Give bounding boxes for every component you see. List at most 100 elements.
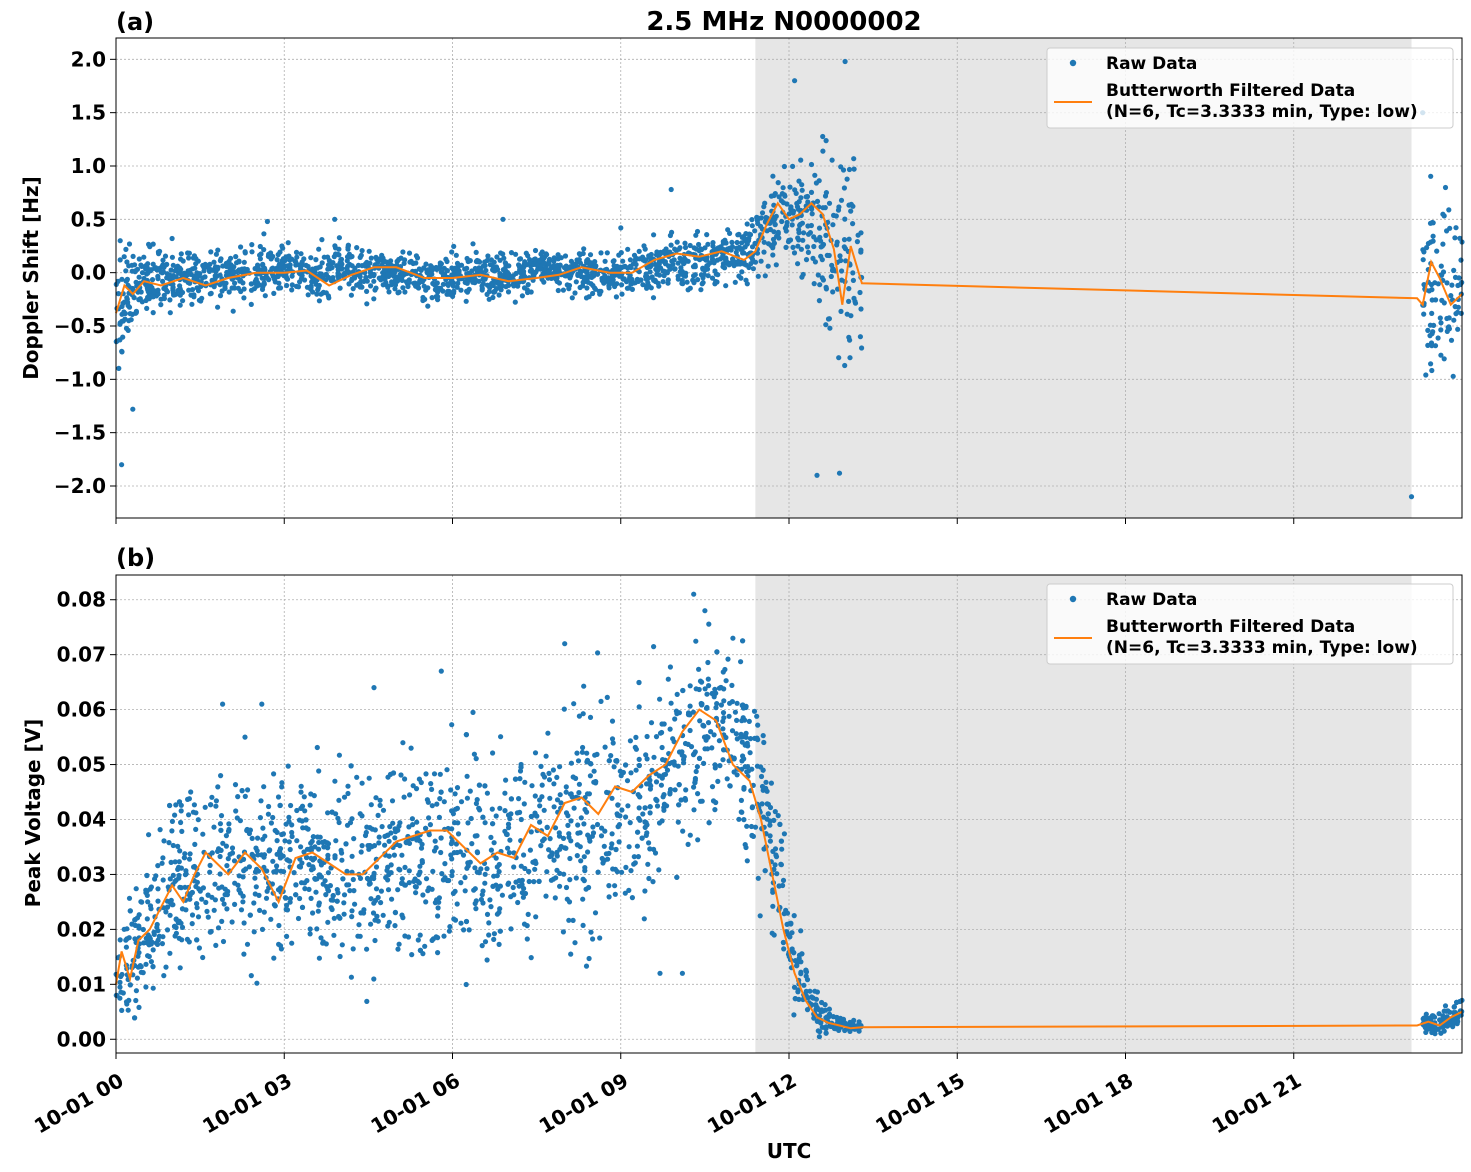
raw-data-point xyxy=(316,282,322,289)
raw-data-point xyxy=(619,291,625,297)
raw-data-point xyxy=(615,802,621,808)
raw-data-point xyxy=(528,829,534,835)
raw-data-point xyxy=(609,795,615,801)
raw-data-point xyxy=(470,241,476,247)
raw-data-point xyxy=(844,311,850,317)
raw-data-point xyxy=(159,941,165,947)
raw-data-point xyxy=(780,185,786,191)
raw-data-point xyxy=(465,860,471,866)
raw-data-point xyxy=(590,830,597,836)
raw-data-point xyxy=(204,908,210,915)
raw-data-point xyxy=(551,804,557,810)
raw-data-point xyxy=(115,291,122,297)
raw-data-point xyxy=(200,831,206,837)
raw-data-point xyxy=(585,832,591,838)
raw-data-point xyxy=(820,133,826,140)
raw-data-point xyxy=(482,871,488,877)
raw-data-point xyxy=(136,256,142,262)
raw-data-point xyxy=(678,271,684,277)
raw-data-point xyxy=(676,802,682,808)
raw-data-point xyxy=(211,259,217,265)
raw-data-point xyxy=(656,867,662,873)
raw-data-point xyxy=(257,256,263,262)
raw-data-point xyxy=(397,274,403,280)
raw-data-point xyxy=(309,838,315,844)
raw-data-point xyxy=(571,701,577,707)
raw-data-point xyxy=(282,838,288,844)
raw-data-point xyxy=(357,875,364,882)
raw-data-point xyxy=(771,932,777,938)
raw-data-point xyxy=(626,844,632,850)
raw-data-point xyxy=(314,926,320,932)
raw-data-point xyxy=(525,253,531,259)
raw-data-point xyxy=(635,854,642,860)
legend-raw-label: Raw Data xyxy=(1106,54,1197,74)
x-axis-ticks: 10-01 00 10-01 03 10-01 06 10-01 09 10-01 12… xyxy=(30,1053,1305,1138)
raw-data-point xyxy=(778,198,785,204)
raw-data-point xyxy=(127,311,133,317)
raw-data-point xyxy=(462,888,468,894)
raw-data-point xyxy=(712,807,718,813)
raw-data-point xyxy=(156,933,162,940)
grid-lines xyxy=(115,575,1462,1053)
raw-data-point xyxy=(734,245,740,251)
raw-data-point xyxy=(744,740,750,746)
raw-data-point xyxy=(609,831,615,837)
raw-data-point xyxy=(241,951,247,957)
raw-data-point xyxy=(207,869,213,875)
raw-data-point xyxy=(628,868,634,874)
raw-data-point xyxy=(200,262,206,269)
raw-data-point xyxy=(608,753,614,759)
raw-data-point xyxy=(244,941,251,947)
raw-data-point xyxy=(1440,1013,1446,1019)
raw-data-point xyxy=(661,801,668,807)
raw-data-point xyxy=(704,691,710,697)
raw-data-point xyxy=(611,263,617,269)
raw-data-point xyxy=(123,999,130,1005)
raw-data-point xyxy=(337,285,343,291)
raw-data-point xyxy=(345,783,351,789)
raw-data-point xyxy=(298,789,304,795)
raw-data-point xyxy=(521,261,527,267)
raw-data-point xyxy=(653,779,660,785)
raw-data-point xyxy=(260,825,266,831)
raw-data-point xyxy=(626,887,632,894)
raw-data-point xyxy=(787,934,793,940)
raw-data-point xyxy=(467,788,473,794)
raw-data-point xyxy=(840,1016,847,1023)
raw-data-point xyxy=(754,713,760,719)
raw-data-point xyxy=(606,285,612,291)
raw-data-point xyxy=(851,166,857,172)
raw-data-point xyxy=(276,922,282,929)
raw-data-point xyxy=(430,280,436,287)
raw-data-point xyxy=(717,763,723,769)
raw-data-point xyxy=(836,1027,842,1033)
raw-data-point xyxy=(729,682,735,689)
raw-data-point xyxy=(240,856,247,862)
raw-data-point xyxy=(685,841,691,848)
raw-data-point xyxy=(211,907,217,913)
raw-data-point xyxy=(506,282,512,288)
raw-data-point xyxy=(285,240,291,246)
raw-data-point xyxy=(261,247,267,253)
raw-data-point xyxy=(792,958,798,964)
raw-data-point xyxy=(293,892,299,898)
raw-data-point xyxy=(667,791,673,797)
raw-data-point xyxy=(177,302,183,308)
raw-data-point xyxy=(721,698,727,704)
raw-data-point xyxy=(490,750,496,756)
raw-data-point xyxy=(848,208,854,214)
raw-data-point xyxy=(164,289,171,295)
raw-data-point xyxy=(713,278,719,285)
raw-data-point xyxy=(579,749,586,755)
raw-data-point xyxy=(447,290,453,296)
raw-data-point xyxy=(175,843,181,850)
x-tick-label: 10-01 00 xyxy=(30,1068,128,1138)
filtered-data-line xyxy=(115,708,1463,1030)
raw-data-point xyxy=(197,271,203,277)
raw-data-point xyxy=(522,890,529,897)
raw-data-point xyxy=(532,750,539,756)
raw-data-point xyxy=(361,907,367,913)
raw-data-point xyxy=(446,928,452,934)
raw-data-point xyxy=(549,851,555,857)
